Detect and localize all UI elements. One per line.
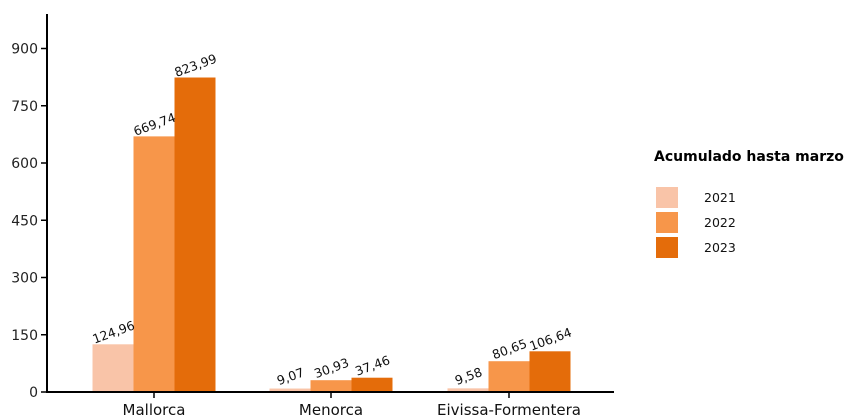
- legend-swatch-2022: [656, 212, 678, 233]
- data-label: 37,46: [353, 352, 392, 378]
- y-tick-label: 900: [11, 42, 38, 58]
- data-label: 9,07: [275, 365, 306, 389]
- data-label: 80,65: [490, 336, 529, 362]
- bar-menorca-2022: [310, 380, 352, 392]
- data-label: 124,96: [90, 318, 136, 347]
- data-label: 106,64: [527, 325, 573, 354]
- legend-swatch-2021: [656, 187, 678, 208]
- y-tick-label: 0: [29, 385, 38, 401]
- y-tick-label: 600: [11, 156, 38, 172]
- data-label: 669,74: [131, 110, 177, 139]
- bar-eivissa-formentera-2021: [447, 388, 489, 392]
- legend-label-2021: 2021: [704, 190, 736, 205]
- category-label: Menorca: [299, 401, 363, 419]
- legend-label-2022: 2022: [704, 215, 736, 230]
- y-tick-label: 300: [11, 271, 38, 287]
- data-label: 9,58: [453, 364, 484, 388]
- data-label: 823,99: [172, 51, 218, 80]
- legend-swatch-2023: [656, 237, 678, 258]
- bar-mallorca-2023: [174, 77, 216, 392]
- bar-mallorca-2022: [133, 136, 175, 392]
- bar-eivissa-formentera-2022: [488, 361, 530, 392]
- legend-label-2023: 2023: [704, 240, 736, 255]
- legend: Acumulado hasta marzo 2021 2022 2023: [654, 149, 844, 258]
- bars: [92, 77, 571, 392]
- category-label: Mallorca: [123, 401, 186, 419]
- bar-eivissa-formentera-2023: [529, 351, 571, 392]
- bar-menorca-2021: [269, 388, 311, 392]
- x-axis: Mallorca Menorca Eivissa-Formentera: [46, 391, 614, 419]
- category-label: Eivissa-Formentera: [437, 401, 581, 419]
- bar-mallorca-2021: [92, 344, 134, 392]
- legend-title: Acumulado hasta marzo: [654, 149, 844, 165]
- y-axis: 0 150 300 450 600 750 900: [11, 14, 48, 401]
- y-tick-label: 150: [11, 328, 38, 344]
- bar-menorca-2023: [351, 377, 393, 392]
- y-tick-label: 750: [11, 99, 38, 115]
- data-label: 30,93: [312, 355, 351, 381]
- y-tick-label: 450: [11, 213, 38, 229]
